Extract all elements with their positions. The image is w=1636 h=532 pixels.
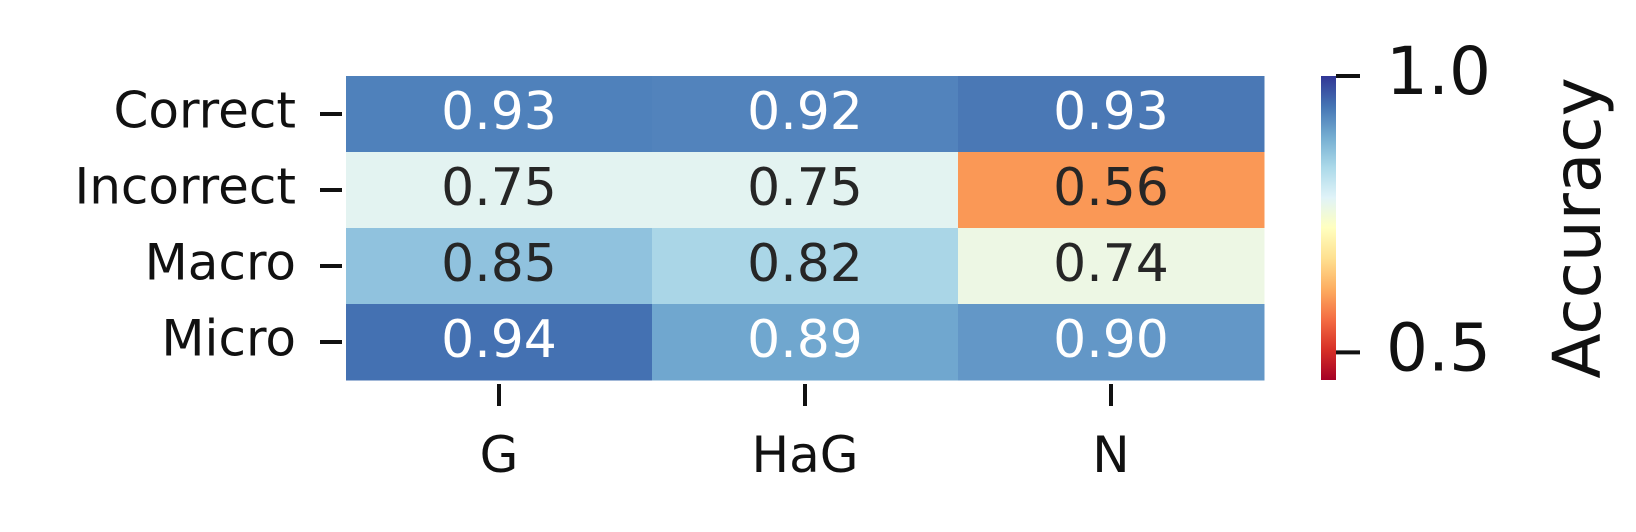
heatmap-cells xyxy=(346,76,1265,381)
heatmap-cell xyxy=(346,152,653,229)
heatmap-cell-label: 0.85 xyxy=(441,234,557,294)
x-tick-label: N xyxy=(1092,426,1129,484)
heatmap-cell-label: 0.92 xyxy=(747,82,863,142)
heatmap-cell-labels: 0.93 0.92 0.93 0.75 0.75 0.56 0.85 0.82 0.74 0.94… xyxy=(441,82,1169,370)
y-tick-label: Incorrect xyxy=(74,158,296,216)
x-axis: G HaG N xyxy=(480,384,1130,484)
heatmap-cell xyxy=(652,76,959,153)
heatmap-cell xyxy=(346,228,653,305)
colorbar-label: Accuracy xyxy=(1539,77,1616,378)
heatmap-cell-label: 0.93 xyxy=(441,82,557,142)
colorbar-ticks: 0.5 1.0 xyxy=(1336,33,1491,386)
heatmap-cell-label: 0.56 xyxy=(1053,158,1169,218)
colorbar-bar xyxy=(1321,76,1336,380)
heatmap-cell xyxy=(652,152,959,229)
heatmap-cell xyxy=(958,152,1265,229)
heatmap-cell xyxy=(346,76,653,153)
colorbar-tick-label: 1.0 xyxy=(1386,33,1491,110)
y-tick-label: Macro xyxy=(145,234,296,292)
heatmap-cell-label: 0.93 xyxy=(1053,82,1169,142)
heatmap-cell-label: 0.75 xyxy=(747,158,863,218)
y-tick-label: Micro xyxy=(161,310,296,368)
heatmap-cell xyxy=(958,304,1265,381)
x-tick-label: HaG xyxy=(752,426,859,484)
heatmap-cell xyxy=(652,228,959,305)
heatmap-cell-label: 0.74 xyxy=(1053,234,1169,294)
x-tick-label: G xyxy=(480,426,519,484)
y-tick-label: Correct xyxy=(114,82,297,140)
heatmap-cell-label: 0.90 xyxy=(1053,310,1169,370)
colorbar-tick-label: 0.5 xyxy=(1386,309,1491,386)
heatmap-cell-label: 0.94 xyxy=(441,310,557,370)
heatmap-cell-label: 0.75 xyxy=(441,158,557,218)
heatmap-cell-label: 0.82 xyxy=(747,234,863,294)
y-axis: Correct Incorrect Macro Micro xyxy=(74,82,342,368)
heatmap-cell xyxy=(958,76,1265,153)
heatmap-cell-label: 0.89 xyxy=(747,310,863,370)
colorbar: 0.5 1.0 Accuracy xyxy=(1321,33,1616,386)
heatmap-cell xyxy=(652,304,959,381)
heatmap-cell xyxy=(958,228,1265,305)
heatmap-cell xyxy=(346,304,653,381)
